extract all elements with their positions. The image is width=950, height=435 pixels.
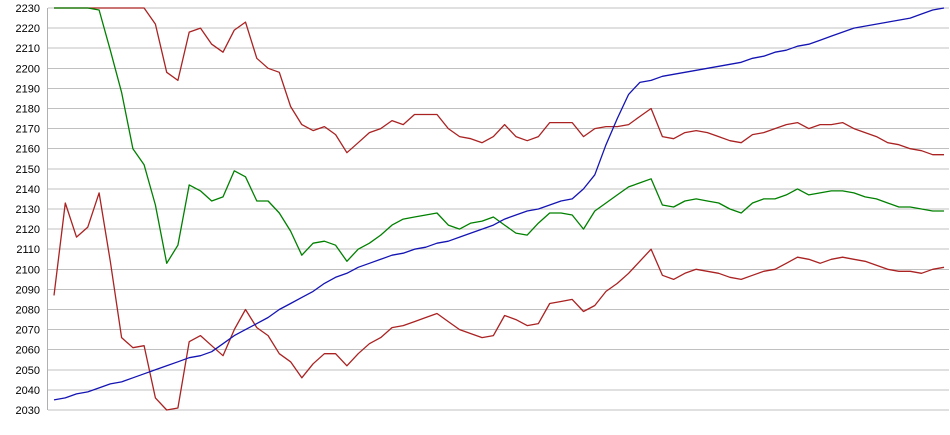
- series-red-lower-line: [53, 192, 945, 411]
- y-tick-label: 2160: [16, 144, 40, 156]
- y-tick-label: 2080: [16, 305, 40, 317]
- y-tick-label: 2090: [16, 284, 40, 296]
- y-tick-label: 2220: [16, 23, 40, 35]
- y-tick-label: 2230: [16, 3, 40, 15]
- y-tick-label: 2200: [16, 63, 40, 75]
- y-tick-label: 2040: [16, 385, 40, 397]
- y-tick-label: 2210: [16, 43, 40, 55]
- series-blue-line: [53, 7, 945, 401]
- y-tick-label: 2190: [16, 83, 40, 95]
- y-tick-label: 2100: [16, 264, 40, 276]
- y-tick-label: 2030: [16, 405, 40, 417]
- gridlines: [48, 7, 949, 411]
- y-tick-label: 2120: [16, 224, 40, 236]
- series-red-upper-line: [54, 7, 944, 156]
- y-tick-label: 2130: [16, 204, 40, 216]
- y-tick-label: 2170: [16, 124, 40, 136]
- y-tick-label: 2050: [16, 365, 40, 377]
- y-tick-label: 2110: [16, 244, 40, 256]
- y-tick-label: 2060: [16, 345, 40, 357]
- y-tick-label: 2150: [16, 164, 40, 176]
- y-tick-label: 2140: [16, 184, 40, 196]
- y-tick-label: 2070: [16, 325, 40, 337]
- series-green-line: [54, 7, 944, 264]
- y-tick-label: 2180: [16, 104, 40, 116]
- y-axis-labels: 2030 2040 2050 2060 2070 2080 2090 2100 2110 2120…: [16, 3, 40, 417]
- series-lines: [53, 7, 945, 411]
